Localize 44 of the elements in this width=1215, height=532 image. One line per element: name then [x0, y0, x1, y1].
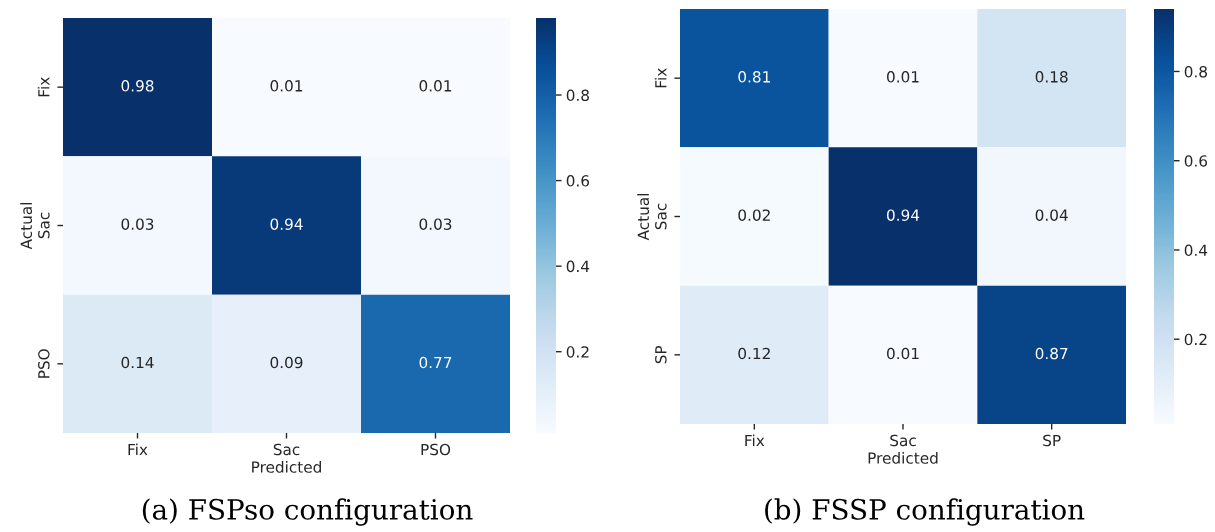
- x-tick-label: PSO: [421, 443, 451, 456]
- data-label: 0.01: [887, 347, 919, 360]
- data-label: 0.01: [887, 71, 919, 83]
- data-label: 0.09: [270, 356, 303, 369]
- y-tick-label: Fix: [654, 68, 667, 88]
- y-tick-label: Sac: [655, 203, 667, 230]
- data-label: 0.81: [738, 71, 770, 83]
- data-label: 0.02: [738, 209, 770, 221]
- y-axis-title: Actual: [637, 194, 650, 241]
- y-tick-label: PSO: [38, 349, 50, 378]
- text: (a) FSPso configuration: [142, 498, 473, 526]
- y-tick-label: Fix: [37, 77, 50, 97]
- color-bar-label: 0.8: [566, 89, 589, 102]
- data-label: 0.04: [1035, 209, 1068, 221]
- y-tick-label: Sac: [38, 212, 50, 239]
- color-bar-label: 0.4: [566, 260, 590, 273]
- x-tick-label: Sac: [890, 434, 916, 447]
- data-label: 0.77: [419, 356, 452, 369]
- data-label: 0.01: [419, 80, 452, 92]
- x-tick-label: Sac: [273, 443, 300, 456]
- data-label: 0.94: [887, 209, 920, 221]
- text: (b) FSSP configuration: [765, 498, 1085, 526]
- color-bar-label: 0.2: [566, 346, 589, 358]
- x-axis-title: Predicted: [252, 460, 321, 473]
- color-bar-label: 0.6: [566, 175, 590, 187]
- x-tick-label: SP: [1043, 434, 1061, 447]
- data-label: 0.94: [270, 218, 303, 230]
- data-label: 0.87: [1035, 347, 1068, 360]
- x-tick-label: Fix: [745, 434, 765, 447]
- data-label: 0.18: [1035, 71, 1068, 83]
- x-tick-label: Fix: [128, 443, 148, 456]
- color-bar-label: 0.2: [1184, 333, 1207, 346]
- data-label: 0.14: [121, 356, 154, 369]
- data-label: 0.01: [270, 80, 303, 92]
- data-label: 0.03: [121, 218, 154, 230]
- data-label: 0.12: [738, 347, 770, 360]
- color-bar-label: 0.6: [1184, 155, 1208, 167]
- y-axis-title: Actual: [20, 203, 33, 250]
- color-bar-label: 0.8: [1184, 65, 1207, 78]
- color-bar-label: 0.4: [1184, 244, 1208, 256]
- x-axis-title: Predicted: [868, 451, 938, 464]
- data-label: 0.03: [419, 218, 452, 230]
- y-tick-label: SP: [655, 345, 667, 364]
- data-label: 0.98: [121, 80, 154, 92]
